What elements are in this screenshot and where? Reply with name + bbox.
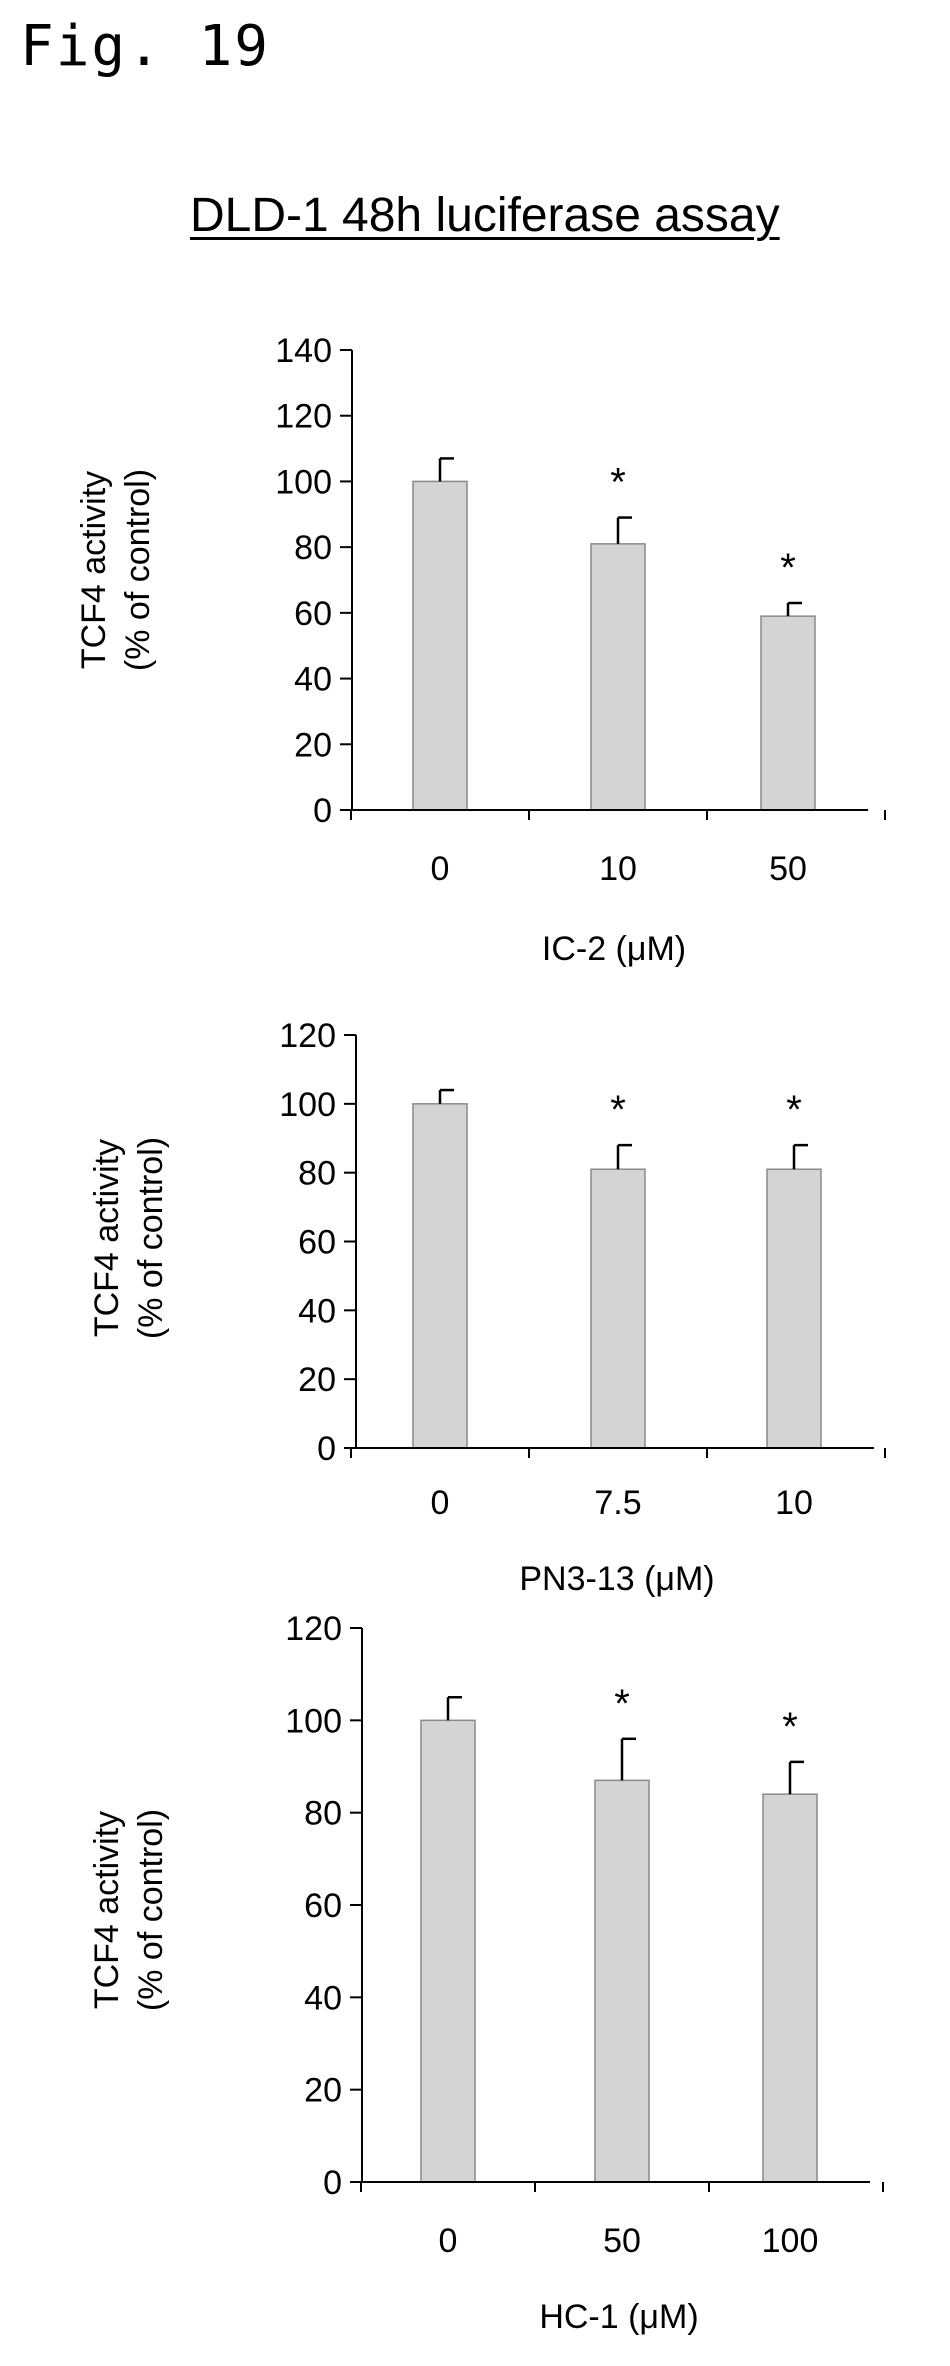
y-axis-label: TCF4 activity (% of control) — [75, 469, 157, 671]
y-tick-label: 20 — [294, 726, 332, 764]
y-axis-label-line: (% of control) — [132, 1809, 170, 2011]
y-axis-label-line: TCF4 activity — [88, 1811, 126, 2009]
y-tick-label: 120 — [285, 1610, 342, 1648]
y-axis-label: TCF4 activity (% of control) — [88, 1809, 170, 2011]
figure-label: Fig. 19 — [20, 14, 271, 79]
y-tick-label: 40 — [304, 1979, 342, 2017]
bar — [760, 615, 816, 811]
bar — [766, 1168, 822, 1449]
x-tick-label: 7.5 — [594, 1484, 641, 1522]
x-tick-label: 100 — [762, 2222, 819, 2260]
figure-title: DLD-1 48h luciferase assay — [190, 189, 780, 242]
y-tick-label: 60 — [304, 1887, 342, 1925]
y-axis-label-line: TCF4 activity — [88, 1139, 126, 1337]
y-axis-label-line: (% of control) — [132, 1137, 170, 1339]
y-tick-label: 80 — [304, 1795, 342, 1833]
y-tick-label: 0 — [323, 2164, 342, 2202]
bar — [412, 1103, 468, 1449]
y-tick-label: 20 — [298, 1361, 336, 1399]
y-tick-label: 60 — [298, 1224, 336, 1262]
significance-marker: * — [614, 1682, 630, 1726]
x-axis-label: IC-2 (μM) — [542, 930, 686, 968]
chart-ic2: 0 * 10 * 50 0 20 40 60 80 100 120 140 IC-2 (μM) TCF4 a… — [75, 332, 886, 968]
bar — [412, 480, 468, 811]
y-tick-label: 100 — [275, 463, 332, 501]
bar — [762, 1793, 818, 2183]
x-axis-label: PN3-13 (μM) — [519, 1560, 714, 1598]
bar — [590, 1168, 646, 1449]
y-tick-label: 40 — [298, 1292, 336, 1330]
x-tick-label: 50 — [603, 2222, 641, 2260]
y-axis-label-line: (% of control) — [119, 469, 157, 671]
y-tick-label: 80 — [294, 529, 332, 567]
bar — [420, 1719, 476, 2183]
x-tick-label: 50 — [769, 850, 807, 888]
significance-marker: * — [782, 1705, 798, 1749]
significance-marker: * — [610, 1088, 626, 1132]
y-axis-label-line: TCF4 activity — [75, 471, 113, 669]
y-tick-label: 120 — [275, 398, 332, 436]
x-tick-label: 0 — [431, 850, 450, 888]
y-tick-label: 0 — [313, 792, 332, 830]
significance-marker: * — [786, 1088, 802, 1132]
y-tick-label: 140 — [275, 332, 332, 370]
y-tick-label: 120 — [279, 1017, 336, 1055]
significance-marker: * — [780, 546, 796, 590]
x-tick-label: 0 — [431, 1484, 450, 1522]
bar — [594, 1779, 650, 2183]
x-tick-label: 10 — [599, 850, 637, 888]
x-tick-label: 10 — [775, 1484, 813, 1522]
y-axis-label: TCF4 activity (% of control) — [88, 1137, 170, 1339]
y-tick-label: 80 — [298, 1155, 336, 1193]
y-tick-label: 60 — [294, 595, 332, 633]
x-axis-label: HC-1 (μM) — [539, 2298, 698, 2336]
y-tick-label: 20 — [304, 2072, 342, 2110]
y-tick-label: 100 — [285, 1702, 342, 1740]
y-tick-label: 40 — [294, 661, 332, 699]
significance-marker: * — [610, 461, 626, 505]
y-tick-label: 100 — [279, 1086, 336, 1124]
bar — [590, 543, 646, 811]
chart-hc1: 0 * 50 * 100 0 20 40 60 80 100 120 HC-1 (μM) TCF4 act… — [88, 1610, 884, 2336]
y-tick-label: 0 — [317, 1430, 336, 1468]
x-tick-label: 0 — [439, 2222, 458, 2260]
